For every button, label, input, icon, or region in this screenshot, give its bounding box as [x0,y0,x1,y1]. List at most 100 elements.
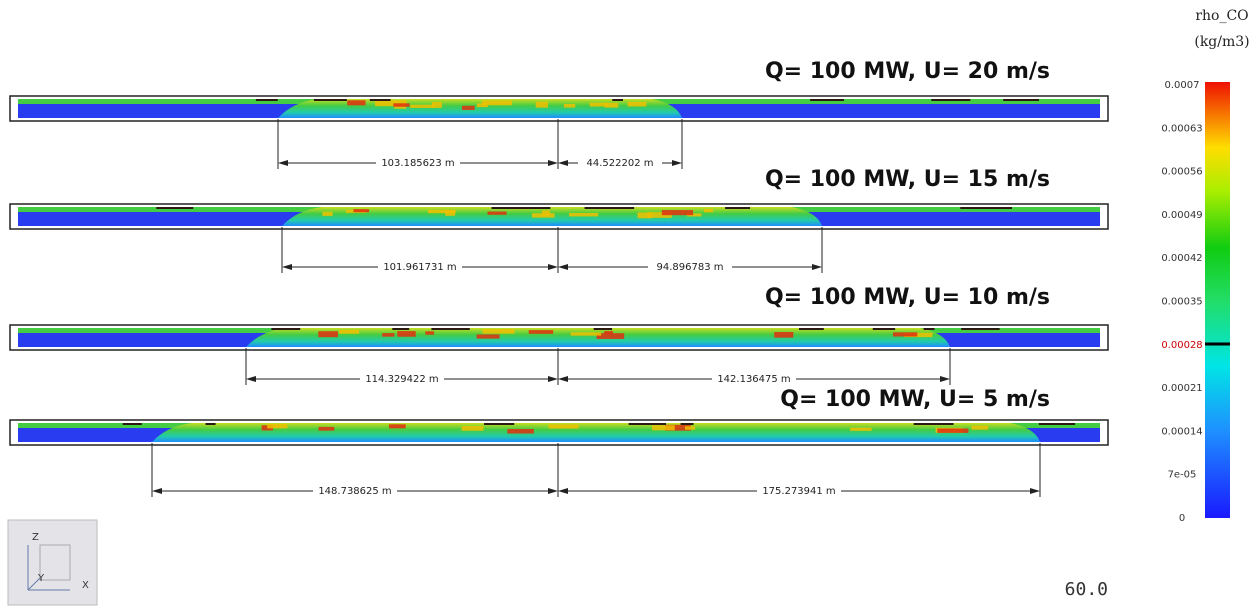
colorbar-tick: 0.00056 [1161,167,1202,178]
soot [271,328,300,330]
arrow [282,264,292,270]
panel-title: Q= 100 MW, U= 15 m/s [765,167,1050,192]
soot [314,99,347,101]
hotspot [507,429,534,434]
hotspot [462,426,484,431]
viewport: rho_CO (kg/m3) Z Y X 60.0 0.00070.000630… [0,0,1250,611]
hotspot [627,102,646,106]
soot [725,207,750,209]
hotspot [542,210,550,215]
hotspot [482,329,514,334]
soot [156,207,193,209]
soot [206,423,216,425]
soot [392,328,409,330]
soot [873,328,895,330]
hotspot [318,331,338,337]
arrow [558,264,568,270]
soot [585,207,608,209]
soot [370,99,391,101]
colorbar-tick: 7e-05 [1168,470,1197,481]
arrow [278,160,288,166]
hotspot [937,429,968,433]
soot [1003,99,1039,101]
soot [612,99,623,101]
hotspot [477,334,500,338]
hotspot [397,331,415,337]
soot [256,99,278,101]
dim-label: 175.273941 m [762,486,835,497]
hotspot [389,424,406,428]
dim-label: 103.185623 m [381,158,454,169]
arrow [812,264,822,270]
dim-label: 114.329422 m [365,374,438,385]
arrow [672,160,682,166]
soot [961,328,999,330]
hotspot [652,425,675,430]
hotspot [393,103,409,106]
colorbar [1205,82,1230,518]
hotspot [704,209,713,212]
hotspot [774,332,793,338]
soot [924,328,935,330]
axis-z: Z [32,532,39,543]
axes-triad: Z Y X [8,520,97,605]
hotspot [893,332,917,336]
soot [123,423,142,425]
hotspot [267,424,287,428]
arrow [246,376,256,382]
axis-x: X [82,580,89,591]
plume [278,99,682,118]
arrow [548,376,558,382]
colorbar-tick: 0.00042 [1161,253,1202,264]
hotspot [432,102,442,108]
hotspot [339,330,359,334]
fps: 60.0 [1065,579,1108,600]
panel-title: Q= 100 MW, U= 5 m/s [780,387,1050,412]
arrow [940,376,950,382]
arrow [1030,488,1040,494]
hotspot [529,330,553,334]
dim-label: 142.136475 m [717,374,790,385]
soot [960,207,982,209]
panel-title: Q= 100 MW, U= 20 m/s [765,59,1050,84]
soot [921,423,954,425]
hotspot [685,426,695,429]
soot [815,99,844,101]
hotspot [319,427,335,431]
hotspot [322,212,332,216]
colorbar-tick: 0.00014 [1161,426,1202,437]
colorbar-tick: 0.0007 [1165,80,1200,91]
dim-label: 94.896783 m [657,262,724,273]
colorbar-tick: 0.00028 [1161,340,1202,351]
hotspot [571,332,602,335]
hotspot [604,331,613,334]
hotspot [482,100,512,105]
hotspot [462,106,475,110]
arrow [558,488,568,494]
soot [681,423,694,425]
colorbar-tick: 0.00035 [1161,297,1202,308]
soot [484,423,514,425]
soot [1039,423,1075,425]
soot [982,207,1012,209]
arrow [558,160,568,166]
screen: rho_CO (kg/m3) Z Y X 60.0 0.00070.000630… [0,0,1250,611]
arrow [152,488,162,494]
soot [799,328,824,330]
colorbar-unit: (kg/m3) [1194,34,1249,50]
dim-label: 148.738625 m [318,486,391,497]
colorbar-tick: 0 [1179,513,1185,524]
soot [511,207,550,209]
hotspot [445,210,455,216]
hotspot [347,100,365,105]
arrow [558,376,568,382]
arrow [548,264,558,270]
arrow [548,160,558,166]
soot [594,328,612,330]
colorbar-tick: 0.00063 [1161,123,1202,134]
hotspot [662,210,693,215]
colorbar-tick: 0.00049 [1161,210,1202,221]
dim-label: 101.961731 m [383,262,456,273]
hotspot [382,333,394,337]
soot [431,328,469,330]
